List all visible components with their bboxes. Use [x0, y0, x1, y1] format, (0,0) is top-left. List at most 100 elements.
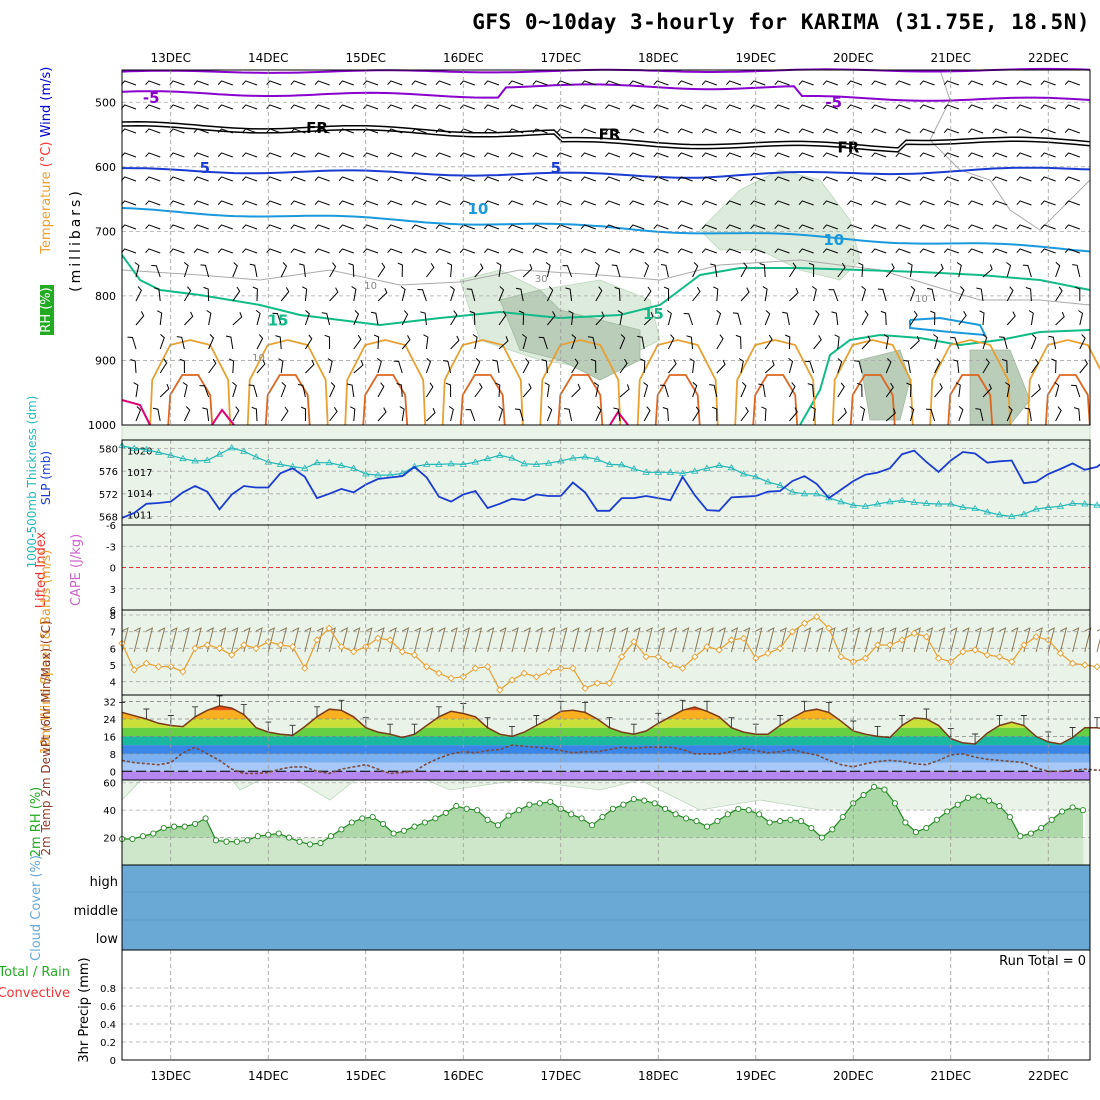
- wind10m-marker: [252, 644, 260, 652]
- xtick-top: 20DEC: [833, 51, 873, 65]
- wind10m-marker: [1020, 641, 1028, 649]
- wind10m-marker: [386, 636, 394, 644]
- isotherm-10: [121, 207, 1091, 253]
- wind-barb: [1016, 152, 1032, 158]
- wind-barb: [1005, 382, 1011, 398]
- rh2m-marker: [1048, 816, 1055, 823]
- wind-barb: [556, 128, 572, 134]
- wind-barb: [462, 627, 471, 653]
- wind-barb: [735, 334, 742, 350]
- wind-barb: [522, 334, 527, 350]
- wind-barb: [182, 382, 188, 398]
- wind-barb: [943, 248, 959, 254]
- wind-barb: [484, 224, 500, 230]
- wind-barb: [909, 310, 918, 326]
- wind-barb: [365, 627, 373, 653]
- minmax-whisker: [899, 715, 905, 726]
- isotherm-label: -5: [825, 93, 842, 111]
- wind-barb: [1051, 358, 1057, 374]
- wind-barb: [968, 176, 984, 182]
- wind-barb: [979, 310, 985, 326]
- wind-barb: [716, 359, 726, 374]
- wind10m-marker: [191, 644, 199, 652]
- wind-barb: [256, 334, 264, 350]
- minmax-whisker: [411, 723, 418, 735]
- wind10m-marker: [435, 669, 443, 677]
- wind-barb: [906, 382, 912, 398]
- rh2m-marker: [902, 819, 909, 826]
- wind-barb: [387, 176, 403, 182]
- isotherm-25-lobe-3: [459, 374, 506, 426]
- thickness-marker: [581, 453, 589, 460]
- thickness-marker: [1081, 500, 1089, 507]
- isotherm-label: 5: [551, 159, 561, 177]
- wind-barb: [242, 104, 258, 110]
- wind-barb: [949, 337, 960, 350]
- ytick-rh2m: 60: [103, 779, 116, 790]
- rh2m-marker: [662, 805, 669, 812]
- wind-barb: [726, 224, 742, 230]
- thickness-marker: [496, 451, 504, 458]
- wind10m-barbs: [121, 627, 1100, 653]
- isotherm-label: FR: [599, 126, 621, 144]
- wind-barb: [266, 248, 282, 254]
- wind10m-marker: [886, 641, 894, 649]
- rh-contour-label: 30: [535, 274, 548, 285]
- wind-barb: [423, 334, 429, 350]
- wind-barb: [822, 128, 838, 134]
- wind-barb: [1001, 358, 1008, 374]
- wind-barb: [266, 104, 282, 110]
- wind-barb: [692, 406, 700, 422]
- wind10m-marker: [630, 638, 638, 646]
- wind-barb: [387, 128, 403, 134]
- dewpt2m-line: [121, 744, 1100, 775]
- wind-barb: [399, 406, 405, 422]
- wind-barb: [767, 627, 775, 653]
- wind-barb: [459, 104, 475, 110]
- wind-barb: [580, 248, 596, 254]
- wind-barb: [919, 80, 935, 86]
- thickness-marker: [910, 498, 918, 505]
- xtick-bottom: 14DEC: [248, 1069, 288, 1083]
- minmax-whisker: [240, 704, 247, 715]
- wind-barb: [145, 627, 154, 653]
- rh2m-marker: [975, 793, 982, 800]
- wind-barb: [871, 224, 887, 230]
- wind-barb: [834, 334, 840, 350]
- wind-barb: [151, 265, 161, 278]
- wind-barb: [411, 200, 427, 206]
- wind-barb: [811, 286, 817, 302]
- wind-barb: [290, 248, 306, 254]
- thickness-line: [121, 445, 1100, 518]
- rh2m-marker: [693, 818, 700, 825]
- wind-barb: [442, 360, 452, 374]
- wind-barb: [958, 286, 965, 302]
- wind-barb: [930, 310, 936, 326]
- wind-barb: [1040, 128, 1056, 134]
- ytick-wind10m: 4: [110, 678, 116, 689]
- wind-barb: [498, 406, 504, 422]
- rh2m-marker: [536, 800, 543, 807]
- wind-barb: [657, 627, 666, 653]
- wind-barb: [629, 80, 645, 86]
- wind-barb: [943, 128, 959, 134]
- wind-barb: [389, 627, 397, 653]
- thickness-marker: [593, 455, 602, 462]
- wind-barb: [316, 627, 324, 653]
- wind-barb: [1072, 264, 1081, 278]
- temp-band: [122, 736, 1090, 746]
- wind-barb: [193, 104, 209, 110]
- wind-barb: [466, 288, 476, 302]
- wind-barb: [992, 80, 1008, 86]
- rh2m-marker: [380, 820, 387, 827]
- wind-barb: [556, 200, 572, 206]
- wind-barb: [290, 224, 306, 230]
- thickness-marker: [861, 502, 870, 509]
- wind-barb: [750, 224, 766, 230]
- wind-barb: [387, 152, 403, 158]
- isotherm-25-lobe-9: [1044, 374, 1091, 426]
- wind-barb: [232, 382, 237, 398]
- wind-barb: [564, 408, 573, 422]
- minmax-whisker: [192, 706, 199, 717]
- thickness-marker: [544, 459, 553, 466]
